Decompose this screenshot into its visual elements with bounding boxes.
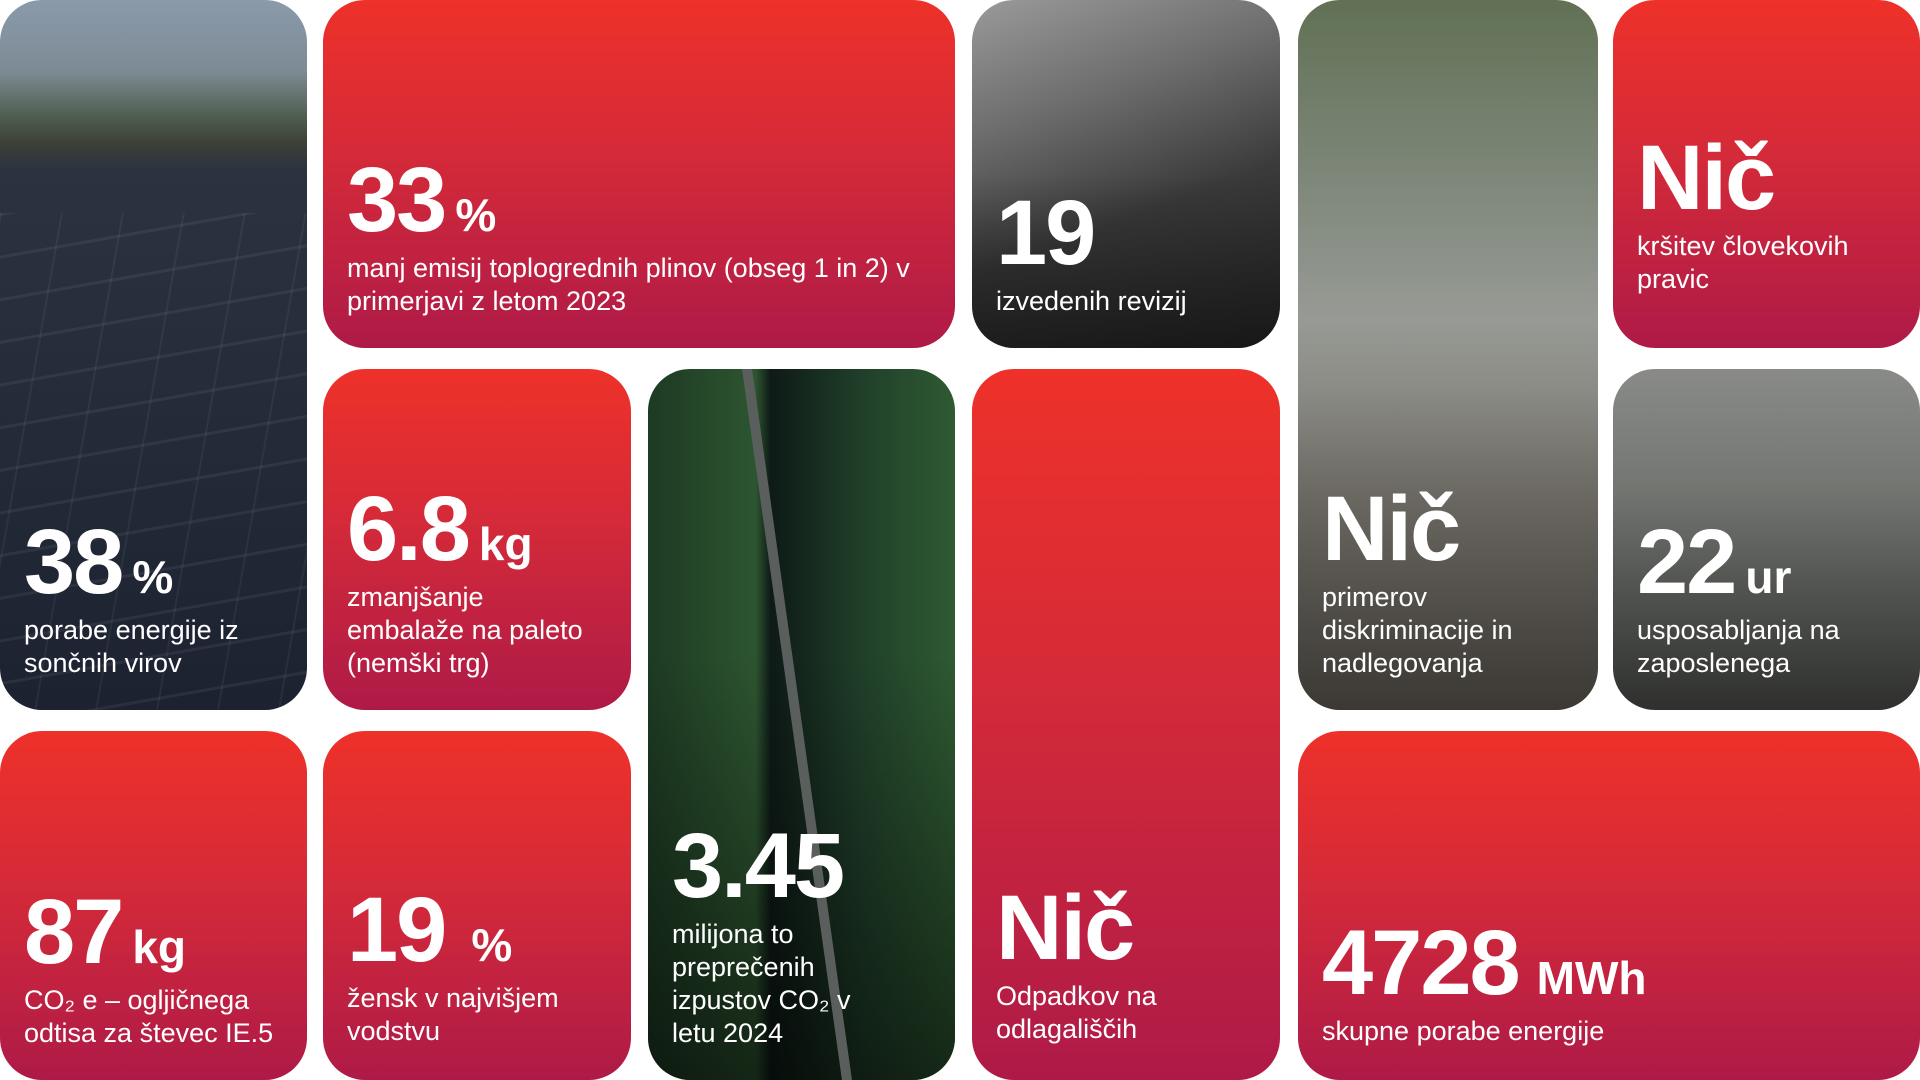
stat-value: Nič: [1322, 477, 1461, 580]
stat-value: Nič: [996, 876, 1135, 979]
card-energy-consumption: 4728 MWh skupne porabe energije: [1298, 731, 1920, 1080]
stat-value: 19: [996, 181, 1096, 284]
solar-panels-photo: [0, 213, 307, 710]
card-solar-energy: 38% porabe energije iz sončnih virov: [0, 0, 307, 710]
card-packaging: 6.8 kg zmanjšanje embalaže na paleto (nem…: [323, 369, 631, 710]
stat-value: 38%: [24, 510, 174, 613]
stat-description: milijona to preprečenih izpustov CO₂ v l…: [672, 919, 851, 1049]
card-audits: 19 izvedenih revizij: [972, 0, 1280, 348]
card-training: 22 ur usposabljanja na zaposlenega: [1613, 369, 1920, 710]
stat-description: CO₂ e – ogljičnega odtisa za števec IE.5: [24, 985, 274, 1049]
stat-value: 33%: [347, 148, 497, 251]
stat-description: žensk v najvišjem vodstvu: [347, 983, 559, 1047]
stat-value: 19%: [347, 878, 513, 981]
stat-description: primerov diskriminacije in nadlegovanja: [1322, 582, 1513, 679]
stat-value: 87 kg: [24, 880, 187, 983]
stat-description: kršitev človekovih pravic: [1637, 231, 1849, 295]
stat-description: manj emisij toplogrednih plinov (obseg 1…: [347, 253, 910, 317]
laptop-photo: [972, 0, 1280, 348]
card-carbon-footprint: 87 kg CO₂ e – ogljičnega odtisa za števec…: [0, 731, 307, 1080]
card-discrimination: Nič primerov diskriminacije in nadlegova…: [1298, 0, 1598, 710]
stat-value: Nič: [1637, 126, 1776, 229]
stat-value: 6.8 kg: [347, 477, 533, 580]
card-landfill: Nič Odpadkov na odlagališčih: [972, 369, 1280, 1080]
card-human-rights: Nič kršitev človekovih pravic: [1613, 0, 1920, 348]
card-women-leadership: 19% žensk v najvišjem vodstvu: [323, 731, 631, 1080]
card-co2-avoided: 3.45 milijona to preprečenih izpustov CO…: [648, 369, 955, 1080]
stat-description: porabe energije iz sončnih virov: [24, 615, 239, 679]
people-walking-photo: [1298, 0, 1598, 710]
stat-description: izvedenih revizij: [996, 286, 1187, 317]
stat-value: 3.45: [672, 814, 845, 917]
stat-value: 4728 MWh: [1322, 911, 1647, 1014]
stat-description: usposabljanja na zaposlenega: [1637, 615, 1840, 679]
stat-description: zmanjšanje embalaže na paleto (nemški tr…: [347, 582, 583, 679]
stat-description: skupne porabe energije: [1322, 1016, 1605, 1047]
classroom-photo: [1613, 369, 1920, 710]
stat-value: 22 ur: [1637, 510, 1792, 613]
card-emissions: 33% manj emisij toplogrednih plinov (obs…: [323, 0, 955, 348]
stat-description: Odpadkov na odlagališčih: [996, 981, 1157, 1045]
